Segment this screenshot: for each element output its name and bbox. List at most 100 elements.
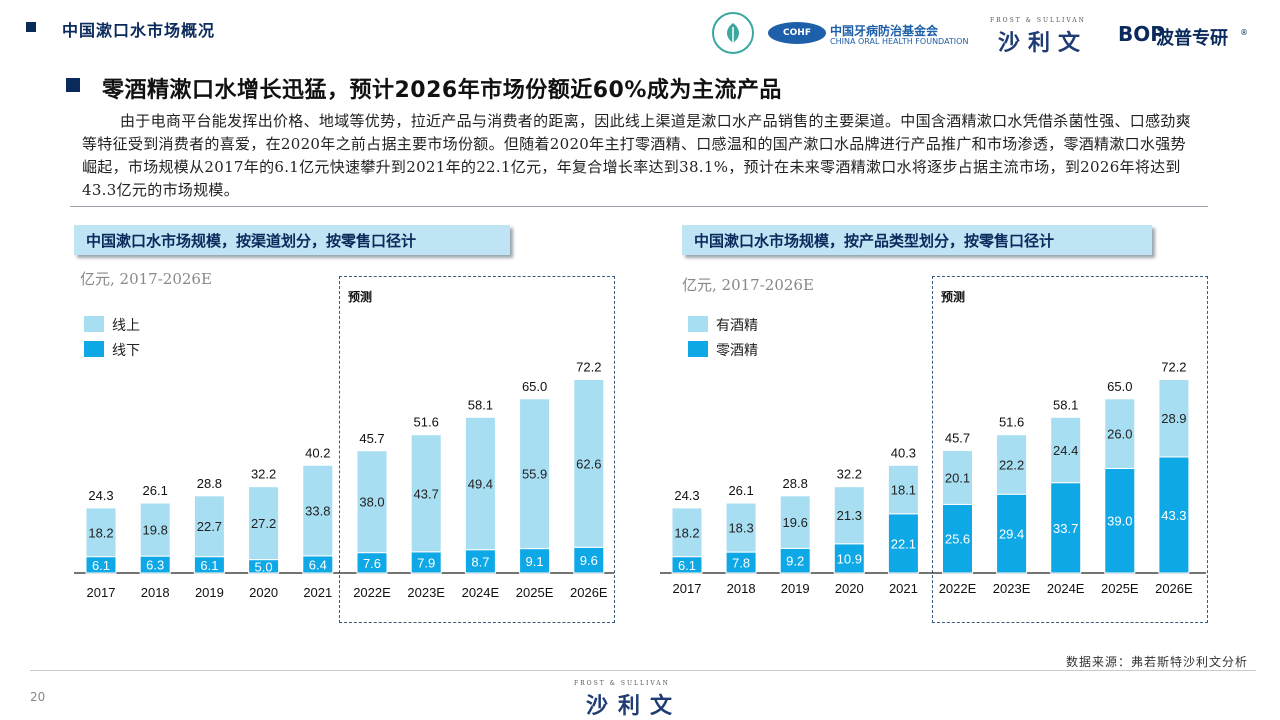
bar-segment-bottom [519,548,551,574]
chart-title-channel: 中国漱口水市场规模，按渠道划分，按零售口径计 [74,225,510,255]
x-tick-label: 2018 [727,581,756,596]
x-tick-label: 2020 [249,585,278,600]
bar-segment-bottom [573,546,605,574]
bar-segment-top [193,495,225,558]
data-label: 26.0 [1107,427,1132,442]
section-title: 中国漱口水市场概况 [62,21,216,40]
data-label: 10.9 [837,551,862,566]
legend-swatch-alcohol [688,316,708,332]
total-label: 32.2 [837,467,862,482]
data-label: 25.6 [945,532,970,547]
legend-label-online: 线上 [112,318,140,334]
total-label: 45.7 [359,431,384,446]
bar-segment-top [410,434,442,553]
x-tick-label: 2024E [1047,581,1085,596]
data-label: 18.2 [88,525,113,540]
headline-marker [66,78,80,92]
data-label: 43.3 [1161,508,1186,523]
frost-sullivan-en: FROST & SULLIVAN [990,17,1086,24]
data-label: 24.4 [1053,443,1078,458]
total-label: 58.1 [1053,397,1078,412]
data-label: 7.8 [732,556,750,571]
bar-segment-top [671,507,703,558]
bop-name-cn: 波普专研 [1156,28,1228,49]
data-label: 5.0 [255,559,273,574]
data-label: 6.1 [92,558,110,573]
data-label: 8.7 [471,554,489,569]
bar-segment-top [779,495,811,549]
x-tick-label: 2017 [673,581,702,596]
page-number: 20 [30,690,46,704]
data-label: 20.1 [945,470,970,485]
data-label: 22.2 [999,457,1024,472]
data-label: 49.4 [468,476,493,491]
x-tick-label: 2020 [835,581,864,596]
total-label: 40.3 [891,445,916,460]
forecast-label-product: 预测 [941,290,966,304]
bar-segment-bottom [1158,456,1190,574]
data-label: 18.2 [674,525,699,540]
data-label: 29.4 [999,527,1024,542]
x-tick-label: 2021 [303,585,332,600]
data-label: 6.1 [200,558,218,573]
total-label: 32.2 [251,467,276,482]
data-label: 18.3 [728,521,753,536]
forecast-region-product [932,276,1208,623]
bar-segment-top [1050,416,1082,484]
data-label: 33.7 [1053,521,1078,536]
total-label: 28.8 [197,476,222,491]
x-tick-label: 2017 [87,585,116,600]
x-tick-label: 2022E [939,581,977,596]
legend-label-alcohol: 有酒精 [716,318,758,334]
total-label: 45.7 [945,431,970,446]
total-label: 26.1 [728,483,753,498]
cohf-name-cn: 中国牙病防治基金会 [830,24,939,38]
section-marker [26,22,36,32]
frost-sullivan-cn: 沙利文 [998,31,1089,56]
total-label: 40.2 [305,445,330,460]
bar-segment-top [519,398,551,550]
legend-swatch-offline [84,341,104,357]
total-label: 72.2 [1161,360,1186,375]
chart-unit-product: 亿元, 2017-2026E [682,276,814,294]
summary-paragraph: 由于电商平台能发挥出价格、地域等优势，拉近产品与消费者的距离，因此线上渠道是漱口… [82,112,1192,199]
bar-segment-top [942,450,973,505]
data-label: 18.1 [891,483,916,498]
bar-segment-bottom [1104,467,1136,574]
headline: 零酒精漱口水增长迅猛，预计2026年市场份额近60%成为主流产品 [102,78,782,103]
data-label: 55.9 [522,467,547,482]
data-label: 7.9 [417,555,435,570]
data-label: 6.4 [309,557,327,572]
data-label: 27.2 [251,516,276,531]
data-label: 62.6 [576,456,601,471]
bar-segment-top [1104,398,1136,469]
x-tick-label: 2021 [889,581,918,596]
registered-mark: ® [1240,28,1248,37]
footer-divider [30,670,1256,671]
bar-segment-top [996,434,1028,495]
foundation-emblem-icon [712,12,754,54]
forecast-region-channel [339,276,615,623]
data-label: 43.7 [414,486,439,501]
bop-logo: BOP [1118,22,1165,46]
x-tick-label: 2023E [993,581,1031,596]
total-label: 51.6 [414,415,439,430]
forecast-label-channel: 预测 [348,290,373,304]
bar-segment-top [302,464,334,557]
data-label: 19.6 [783,515,808,530]
total-label: 26.1 [143,483,168,498]
divider [70,206,1208,207]
x-tick-label: 2026E [570,585,608,600]
data-label: 19.8 [143,523,168,538]
data-label: 39.0 [1107,514,1132,529]
x-tick-label: 2024E [462,585,500,600]
bar-segment-top [85,507,117,558]
x-tick-label: 2025E [516,585,554,600]
x-tick-label: 2022E [353,585,391,600]
footer-frost-sullivan-cn: 沙利文 [586,694,683,719]
data-label: 22.1 [891,536,916,551]
footer-frost-sullivan-en: FROST & SULLIVAN [574,680,670,687]
bar-segment-top [887,464,919,515]
total-label: 24.3 [674,488,699,503]
